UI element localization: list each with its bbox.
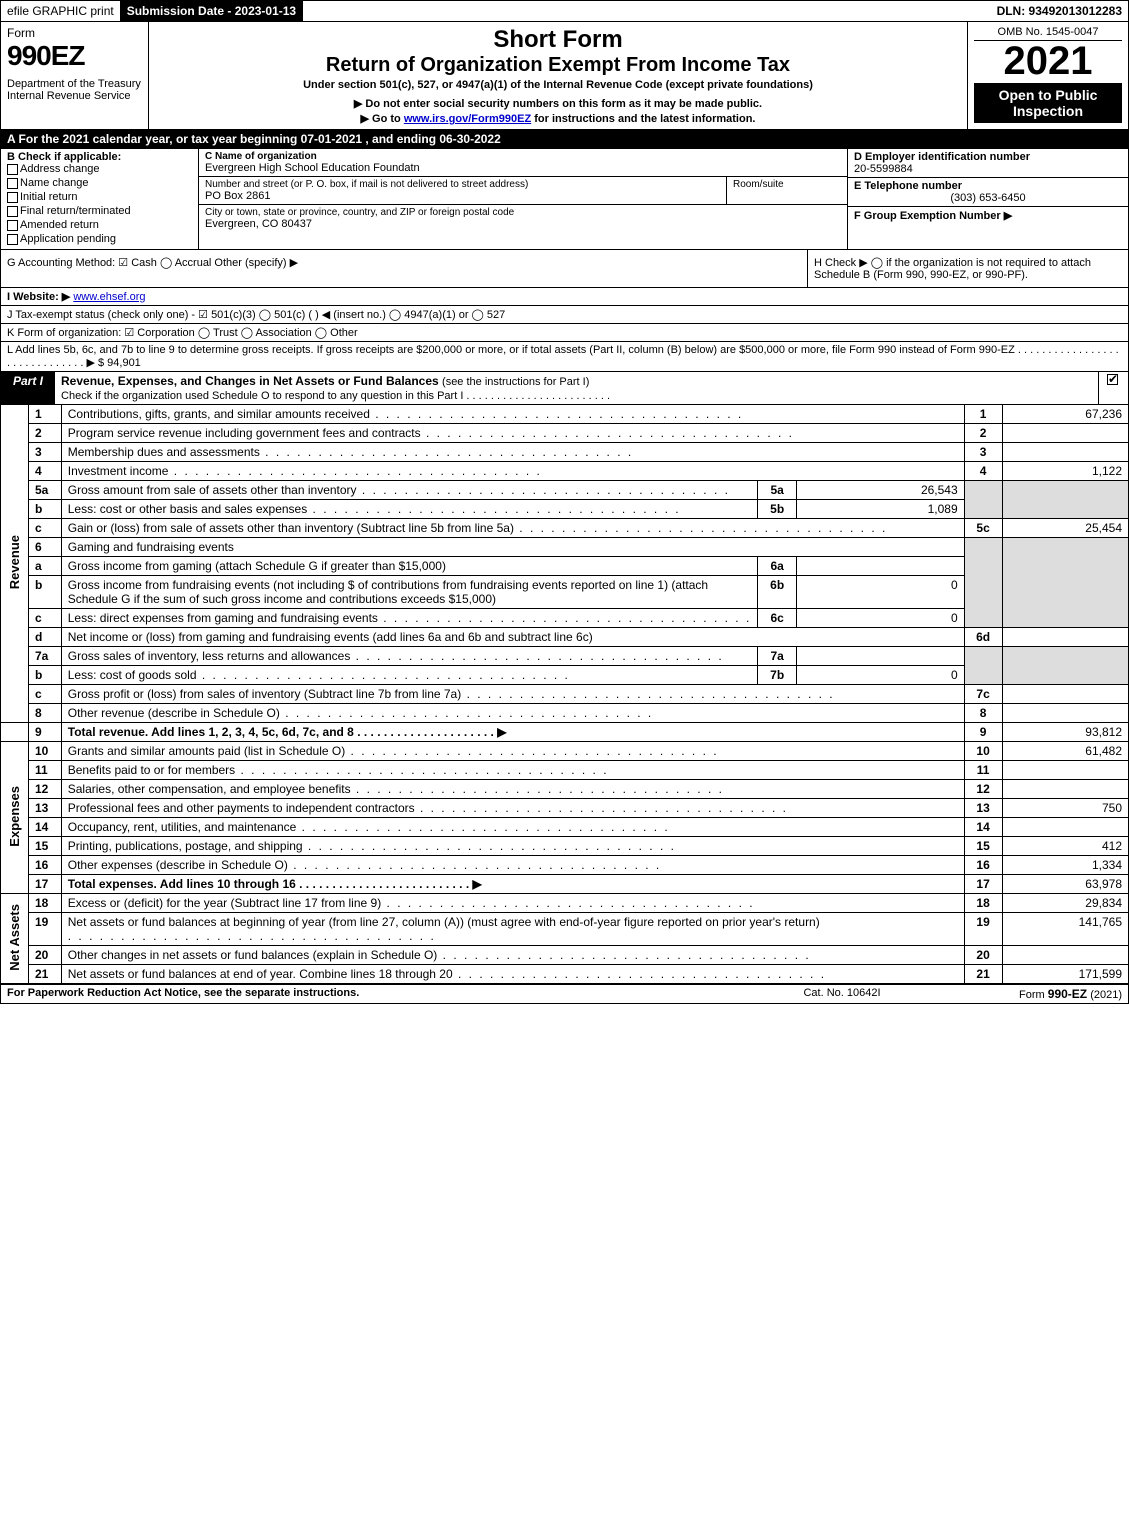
chk-final-return[interactable]: Final return/terminated bbox=[7, 205, 192, 217]
row-i: I Website: ▶ www.ehsef.org bbox=[0, 288, 1129, 306]
street: PO Box 2861 bbox=[205, 190, 720, 202]
schedule-b-check: H Check ▶ ◯ if the organization is not r… bbox=[808, 250, 1128, 287]
part1-header: Part I Revenue, Expenses, and Changes in… bbox=[0, 372, 1129, 405]
line1-desc: Contributions, gifts, grants, and simila… bbox=[61, 405, 964, 424]
top-bar: efile GRAPHIC print Submission Date - 20… bbox=[0, 0, 1129, 22]
row-l: L Add lines 5b, 6c, and 7b to line 9 to … bbox=[0, 342, 1129, 372]
note-goto: ▶ Go to www.irs.gov/Form990EZ for instru… bbox=[155, 112, 961, 125]
title-return: Return of Organization Exempt From Incom… bbox=[155, 54, 961, 77]
line7b-val: 0 bbox=[797, 666, 965, 685]
ein: 20-5599884 bbox=[854, 163, 1122, 175]
street-cell: Number and street (or P. O. box, if mail… bbox=[199, 177, 727, 204]
ein-cell: D Employer identification number 20-5599… bbox=[848, 149, 1128, 178]
group-exemption-cell: F Group Exemption Number ▶ bbox=[848, 207, 1128, 224]
chk-initial-return[interactable]: Initial return bbox=[7, 191, 192, 203]
header-left: Form 990EZ Department of the Treasury In… bbox=[1, 22, 149, 129]
header-right: OMB No. 1545-0047 2021 Open to Public In… bbox=[968, 22, 1128, 129]
col-def: D Employer identification number 20-5599… bbox=[848, 149, 1128, 249]
form-label: Form bbox=[7, 26, 142, 40]
form-header: Form 990EZ Department of the Treasury In… bbox=[0, 22, 1129, 130]
accounting-method: G Accounting Method: ☑ Cash ◯ Accrual Ot… bbox=[1, 250, 808, 287]
col-b: B Check if applicable: Address change Na… bbox=[1, 149, 199, 249]
tax-year: 2021 bbox=[974, 41, 1122, 81]
phone: (303) 653-6450 bbox=[854, 192, 1122, 204]
city: Evergreen, CO 80437 bbox=[205, 218, 841, 230]
line10-val: 61,482 bbox=[1002, 742, 1128, 761]
row-j: J Tax-exempt status (check only one) - ☑… bbox=[0, 306, 1129, 324]
org-name: Evergreen High School Education Foundatn bbox=[205, 162, 841, 174]
dln: DLN: 93492013012283 bbox=[991, 1, 1128, 21]
line15-val: 412 bbox=[1002, 837, 1128, 856]
line18-val: 29,834 bbox=[1002, 894, 1128, 913]
efile-label: efile GRAPHIC print bbox=[1, 1, 121, 21]
part1-schedule-o-check[interactable] bbox=[1098, 372, 1128, 404]
catalog-number: Cat. No. 10642I bbox=[742, 987, 942, 1001]
website-link[interactable]: www.ehsef.org bbox=[73, 291, 145, 303]
title-short-form: Short Form bbox=[155, 26, 961, 54]
line9-val: 93,812 bbox=[1002, 723, 1128, 742]
line6b-val: 0 bbox=[797, 576, 965, 609]
room-cell: Room/suite bbox=[727, 177, 847, 204]
side-net-assets: Net Assets bbox=[1, 894, 29, 984]
line19-val: 141,765 bbox=[1002, 913, 1128, 946]
line5b-val: 1,089 bbox=[797, 500, 965, 519]
line5a-val: 26,543 bbox=[797, 481, 965, 500]
row-gh: G Accounting Method: ☑ Cash ◯ Accrual Ot… bbox=[0, 250, 1129, 288]
col-b-label: B Check if applicable: bbox=[7, 151, 192, 163]
paperwork-notice: For Paperwork Reduction Act Notice, see … bbox=[7, 987, 742, 1001]
lines-table: Revenue 1 Contributions, gifts, grants, … bbox=[0, 405, 1129, 984]
line16-val: 1,334 bbox=[1002, 856, 1128, 875]
org-name-cell: C Name of organization Evergreen High Sc… bbox=[199, 149, 847, 177]
side-expenses: Expenses bbox=[1, 742, 29, 894]
line5c-val: 25,454 bbox=[1002, 519, 1128, 538]
section-bcdef: B Check if applicable: Address change Na… bbox=[0, 149, 1129, 250]
irs-link[interactable]: www.irs.gov/Form990EZ bbox=[404, 113, 531, 125]
line1-val: 67,236 bbox=[1002, 405, 1128, 424]
subtitle: Under section 501(c), 527, or 4947(a)(1)… bbox=[155, 79, 961, 91]
col-c: C Name of organization Evergreen High Sc… bbox=[199, 149, 848, 249]
chk-amended[interactable]: Amended return bbox=[7, 219, 192, 231]
line17-val: 63,978 bbox=[1002, 875, 1128, 894]
side-revenue: Revenue bbox=[1, 405, 29, 723]
department-label: Department of the Treasury Internal Reve… bbox=[7, 78, 142, 102]
part1-title: Revenue, Expenses, and Changes in Net As… bbox=[55, 372, 1098, 404]
chk-name-change[interactable]: Name change bbox=[7, 177, 192, 189]
line6c-val: 0 bbox=[797, 609, 965, 628]
line4-val: 1,122 bbox=[1002, 462, 1128, 481]
line13-val: 750 bbox=[1002, 799, 1128, 818]
row-k: K Form of organization: ☑ Corporation ◯ … bbox=[0, 324, 1129, 342]
submission-date: Submission Date - 2023-01-13 bbox=[121, 1, 303, 21]
line21-val: 171,599 bbox=[1002, 965, 1128, 984]
form-number: 990EZ bbox=[7, 40, 142, 72]
note-ssn: ▶ Do not enter social security numbers o… bbox=[155, 97, 961, 110]
form-footer-label: Form 990-EZ (2021) bbox=[942, 987, 1122, 1001]
header-center: Short Form Return of Organization Exempt… bbox=[149, 22, 968, 129]
chk-address-change[interactable]: Address change bbox=[7, 163, 192, 175]
phone-cell: E Telephone number (303) 653-6450 bbox=[848, 178, 1128, 207]
gross-receipts: 94,901 bbox=[107, 357, 141, 369]
page-footer: For Paperwork Reduction Act Notice, see … bbox=[0, 984, 1129, 1004]
open-to-public: Open to Public Inspection bbox=[974, 83, 1122, 123]
chk-application-pending[interactable]: Application pending bbox=[7, 233, 192, 245]
row-a-tax-year: A For the 2021 calendar year, or tax yea… bbox=[0, 130, 1129, 149]
part1-tab: Part I bbox=[1, 372, 55, 404]
city-cell: City or town, state or province, country… bbox=[199, 205, 847, 232]
